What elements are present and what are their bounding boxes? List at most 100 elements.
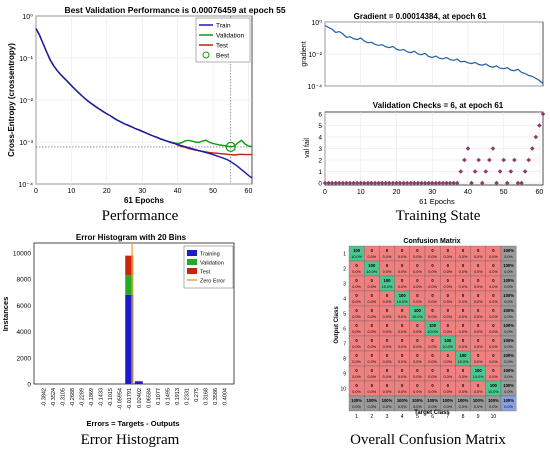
valcheck-point — [354, 180, 360, 186]
histogram-x-tick-label: -0.3842 — [42, 388, 48, 407]
valcheck-point — [408, 180, 414, 186]
confusion-cell-percent: 0.0% — [383, 360, 392, 364]
confusion-cell-percent: 0.0% — [398, 270, 407, 274]
confusion-cell-count: 0 — [371, 353, 374, 358]
confusion-cell-count: 0 — [492, 263, 495, 268]
histogram-x-tick-label: 0.275 — [194, 388, 200, 402]
confusion-cell-percent: 0.0% — [413, 285, 422, 289]
confusion-cell-count: 100 — [460, 353, 468, 358]
confusion-cell-count: 0 — [371, 368, 374, 373]
confusion-cell-percent: 0.0% — [367, 390, 376, 394]
confusion-cell-percent: 10.0% — [382, 285, 393, 289]
confusion-cell-count: 0 — [477, 293, 480, 298]
confusion-output-class-label: 3 — [343, 282, 346, 288]
confusion-cell-percent: 0.0% — [459, 405, 468, 409]
confusion-cell-count: 0 — [492, 293, 495, 298]
confusion-cell-count: 100 — [353, 248, 361, 253]
confusion-cell-count: 0 — [371, 293, 374, 298]
performance-legend: Train Validation Test Best — [195, 17, 251, 63]
legend-train-label: Train — [216, 23, 231, 30]
valcheck-point — [390, 180, 396, 186]
confusion-cell-percent: 0.0% — [352, 315, 361, 319]
confusion-cell-percent: 0.0% — [443, 375, 452, 379]
valcheck-point — [529, 146, 535, 151]
confusion-cell-percent: 0.0% — [443, 405, 452, 409]
confusion-cell-percent: 0.0% — [413, 375, 422, 379]
confusion-cell-percent: 0.0% — [398, 390, 407, 394]
confusion-cell-count: 100% — [503, 308, 514, 313]
confusion-cell-percent: 0.0% — [383, 390, 392, 394]
confusion-output-class-label: 8 — [343, 357, 346, 363]
performance-x-tick-label: 0 — [34, 188, 38, 195]
histogram-legend: Training Validation Test Zero Error — [183, 245, 234, 289]
confusion-cell-percent: 10.0% — [442, 345, 453, 349]
confusion-cell-count: 100% — [458, 398, 469, 403]
histogram-bar-validation — [125, 275, 134, 295]
confusion-cell-count: 0 — [416, 248, 419, 253]
confusion-cell-percent: 0.0% — [443, 315, 452, 319]
confusion-cell-percent: 0.0% — [504, 390, 513, 394]
confusion-cell-percent: 0.0% — [367, 315, 376, 319]
valcheck-x-tick-label: 0 — [323, 189, 327, 196]
histogram-bar-training — [134, 382, 143, 384]
confusion-cell-count: 100 — [399, 293, 407, 298]
legend-test-label: Test — [216, 43, 228, 50]
performance-panel: Best Validation Performance is 0.0007645… — [7, 5, 286, 224]
confusion-cell-percent: 0.0% — [428, 270, 437, 274]
confusion-output-class-label: 9 — [343, 372, 346, 378]
performance-x-label: 61 Epochs — [124, 196, 165, 205]
confusion-target-class-label: 8 — [462, 414, 465, 420]
confusion-output-class-label: 7 — [343, 342, 346, 348]
confusion-cell-count: 0 — [355, 353, 358, 358]
valcheck-point — [501, 157, 506, 163]
confusion-cell-percent: 0.0% — [383, 375, 392, 379]
valcheck-point — [412, 180, 417, 186]
confusion-cell-count: 0 — [386, 338, 389, 343]
confusion-cell-count: 0 — [462, 338, 465, 343]
histogram-x-tick-label: 0.4004 — [222, 388, 228, 405]
confusion-cell-count: 0 — [401, 263, 404, 268]
valcheck-point — [369, 180, 374, 186]
valcheck-point — [487, 157, 492, 163]
valcheck-point — [358, 180, 364, 186]
confusion-cell-count: 100% — [503, 323, 514, 328]
performance-x-tick-label: 30 — [138, 188, 146, 195]
confusion-cell-count: 100% — [366, 398, 377, 403]
confusion-y-label: Output Class — [334, 306, 340, 344]
confusion-cell-count: 0 — [477, 338, 480, 343]
confusion-cell-percent: 0.0% — [459, 375, 468, 379]
confusion-cell-count: 0 — [431, 293, 434, 298]
confusion-cell-percent: 0.0% — [367, 255, 376, 259]
confusion-target-class-label: 2 — [370, 414, 373, 420]
error-histogram-panel: Error Histogram with 20 Bins 0 2000 4000 60… — [1, 233, 235, 448]
histogram-bars — [125, 243, 143, 384]
confusion-cell-percent: 0.0% — [352, 330, 361, 334]
valcheck-point — [344, 180, 349, 186]
confusion-cell-percent: 0.0% — [504, 300, 513, 304]
valcheck-point — [526, 157, 532, 163]
gradient-grid — [324, 21, 543, 87]
confusion-cell-count: 0 — [371, 278, 374, 283]
histogram-bar-test — [125, 255, 134, 276]
confusion-cell-count: 0 — [371, 323, 374, 328]
valcheck-point — [540, 111, 546, 117]
confusion-target-class-label: 7 — [446, 414, 449, 420]
confusion-cell-percent: 0.0% — [383, 300, 392, 304]
confusion-cell-percent: 0.0% — [428, 405, 437, 409]
valcheck-point — [397, 180, 403, 186]
confusion-cell-count: 0 — [401, 323, 404, 328]
valcheck-point — [440, 180, 446, 186]
confusion-cell-percent: 0.0% — [367, 285, 376, 289]
confusion-cell-count: 0 — [462, 278, 465, 283]
confusion-cell-count: 0 — [401, 278, 404, 283]
performance-y-tick-label: 10⁻² — [19, 98, 33, 105]
confusion-caption: Overall Confusion Matrix — [350, 432, 506, 448]
confusion-class-labels: 1 1 2 2 3 3 4 4 5 5 6 6 7 7 8 8 9 9 10 10 — [340, 252, 496, 421]
valcheck-y-tick-label: 0 — [318, 181, 322, 188]
confusion-cell-percent: 0.0% — [383, 405, 392, 409]
confusion-cell-percent: 0.0% — [428, 285, 437, 289]
valcheck-y-tick-label: 2 — [318, 158, 322, 165]
confusion-cell-percent: 0.0% — [398, 375, 407, 379]
confusion-cell-count: 0 — [492, 338, 495, 343]
confusion-cell-count: 0 — [355, 278, 358, 283]
